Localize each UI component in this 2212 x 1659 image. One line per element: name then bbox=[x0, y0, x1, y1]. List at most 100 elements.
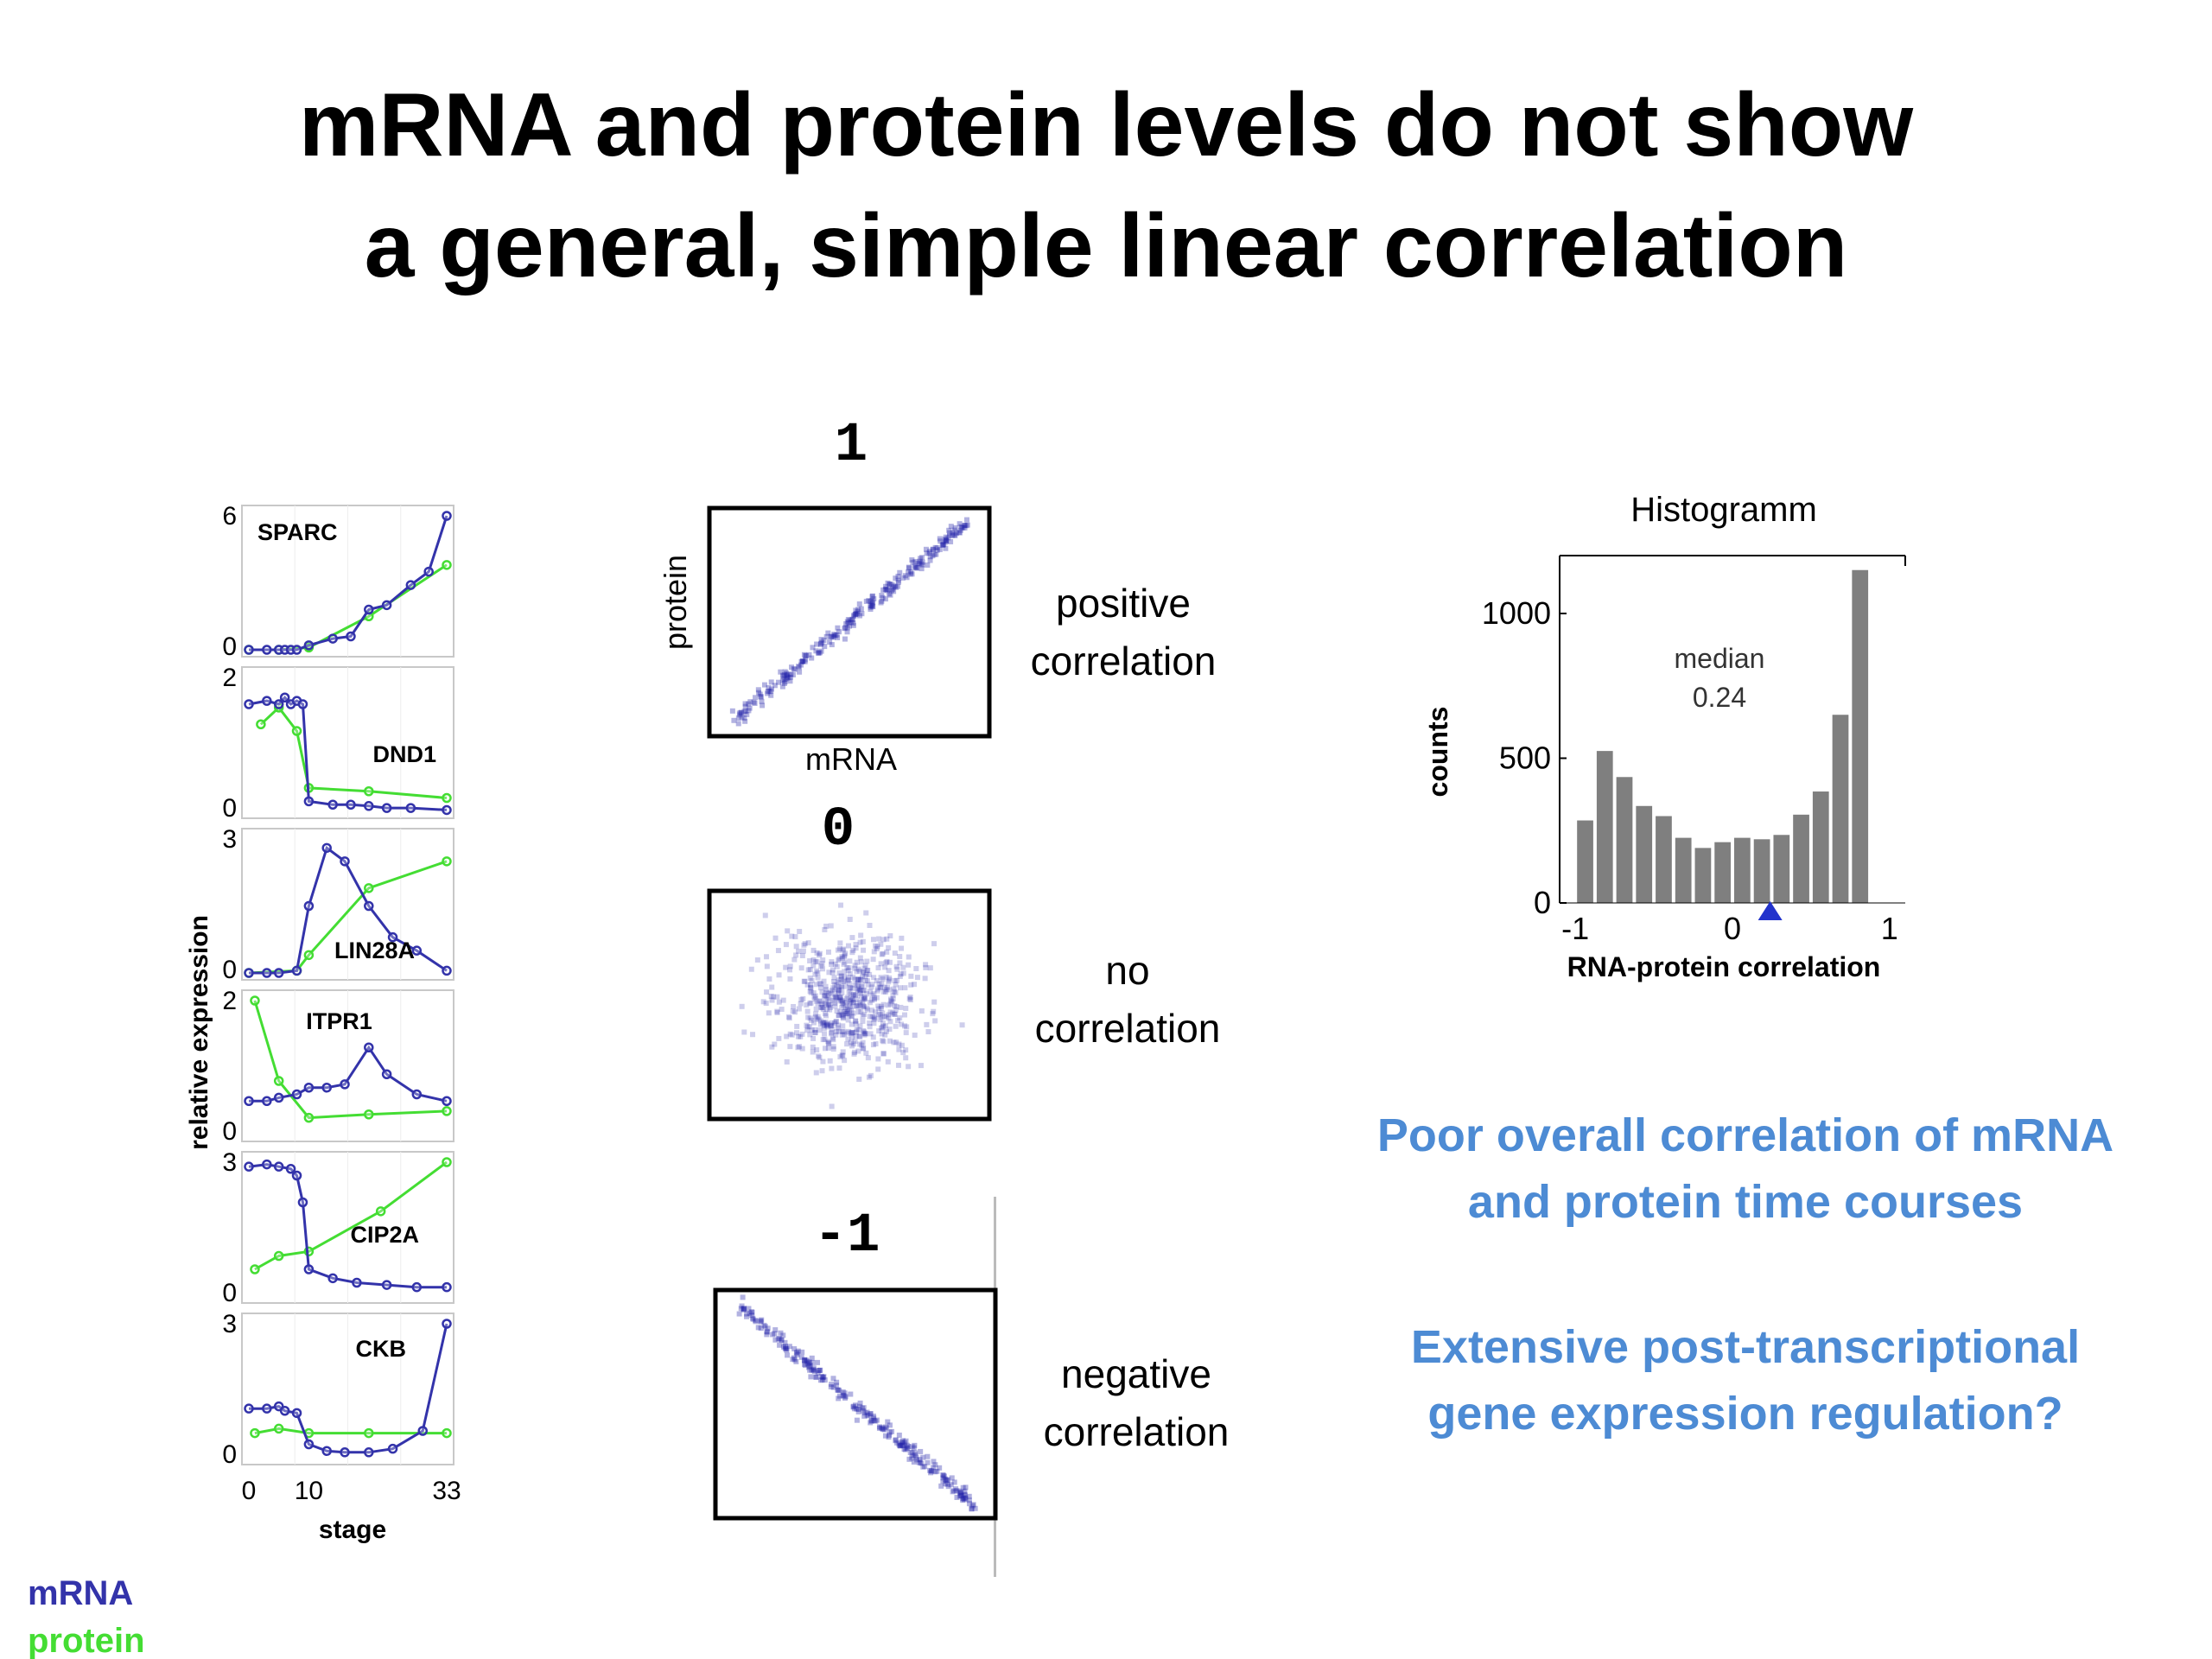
scatter-point bbox=[836, 1022, 842, 1028]
series-protein-point bbox=[442, 856, 452, 867]
scatter-point bbox=[928, 1470, 934, 1476]
scatter-point bbox=[886, 1012, 892, 1018]
scatter-point bbox=[799, 1031, 805, 1037]
scatter-point bbox=[825, 949, 831, 955]
scatter-point bbox=[931, 999, 938, 1005]
scatter-point bbox=[887, 1001, 893, 1007]
scatter-point bbox=[868, 1420, 874, 1426]
scatter-point bbox=[920, 1454, 926, 1460]
scatter-point bbox=[827, 1007, 833, 1013]
scatter-point bbox=[874, 945, 880, 951]
scatter-point bbox=[775, 679, 781, 685]
scatter-point bbox=[791, 957, 798, 963]
scatter-point bbox=[875, 1066, 881, 1072]
scatter-point bbox=[868, 984, 874, 990]
scatter-point bbox=[957, 1492, 963, 1498]
scatter-point bbox=[868, 1417, 874, 1423]
scatter-point bbox=[804, 1358, 810, 1364]
scatter-point bbox=[956, 1488, 962, 1494]
legend-protein: protein bbox=[28, 1622, 145, 1659]
scatter-point bbox=[845, 977, 851, 983]
scatter-point bbox=[896, 1432, 902, 1438]
series-protein-point bbox=[442, 1106, 452, 1116]
y-tick-max: 2 bbox=[222, 987, 237, 1015]
scatter-point bbox=[831, 632, 837, 638]
scatter-point bbox=[910, 1452, 916, 1459]
scatter-point bbox=[853, 992, 859, 998]
scatter-point bbox=[861, 1003, 868, 1009]
scatter-point bbox=[828, 1022, 834, 1028]
scatter-point bbox=[880, 1426, 886, 1432]
scatter-point bbox=[749, 1309, 755, 1315]
scatter-point bbox=[850, 1404, 856, 1410]
scatter-point bbox=[841, 1028, 847, 1034]
scatter-point bbox=[869, 1007, 875, 1014]
scatter-point bbox=[871, 996, 877, 1002]
scatter-point bbox=[847, 1003, 853, 1009]
scatter-point bbox=[957, 530, 963, 536]
y-tick-min: 0 bbox=[222, 794, 237, 823]
scatter-point bbox=[853, 610, 859, 616]
scatter-point bbox=[864, 1005, 870, 1011]
scatter-point bbox=[769, 997, 775, 1003]
scatter-point bbox=[874, 1417, 880, 1423]
scatter-point bbox=[958, 524, 964, 530]
scatter-point bbox=[960, 1495, 966, 1501]
scatter-point bbox=[836, 629, 842, 635]
scatter-point bbox=[840, 1052, 846, 1058]
scatter-point bbox=[957, 521, 963, 527]
scatter-point bbox=[783, 964, 789, 970]
scatter-point bbox=[798, 996, 804, 1002]
scatter-point bbox=[958, 1493, 964, 1499]
scatter-point bbox=[864, 1412, 870, 1418]
scatter-point bbox=[850, 1041, 856, 1047]
y-tick-max: 3 bbox=[222, 1148, 237, 1177]
scatter-point bbox=[783, 1345, 789, 1351]
scatter-point bbox=[885, 580, 891, 586]
scatter-point bbox=[919, 559, 925, 565]
scatter-point bbox=[834, 1379, 840, 1385]
scatter-point bbox=[923, 962, 929, 968]
scatter-point bbox=[893, 1023, 899, 1029]
scatter-point bbox=[779, 1007, 785, 1013]
scatter-point bbox=[879, 951, 885, 957]
scatter-point bbox=[838, 983, 844, 989]
scatter-point bbox=[892, 1011, 898, 1017]
scatter-point bbox=[836, 987, 842, 993]
series-mrna-point bbox=[364, 900, 374, 912]
scatter-point bbox=[870, 604, 876, 610]
series-mrna-point bbox=[291, 1089, 302, 1100]
scatter-point bbox=[842, 952, 848, 958]
series-mrna-point bbox=[244, 968, 254, 978]
scatter-point bbox=[959, 1022, 965, 1028]
histogram-bar bbox=[1852, 569, 1869, 903]
scatter-point bbox=[802, 978, 808, 984]
scatter-point bbox=[901, 1446, 907, 1452]
scatter-point bbox=[878, 1025, 884, 1031]
scatter-point bbox=[823, 993, 829, 999]
scatter-point bbox=[880, 1051, 887, 1057]
scatter-point bbox=[842, 625, 849, 631]
scatter-point bbox=[878, 975, 884, 981]
scatter-point bbox=[861, 1046, 867, 1052]
scatter-point bbox=[770, 1332, 776, 1338]
scatter-point bbox=[832, 961, 838, 967]
scatter-point bbox=[744, 1311, 750, 1317]
scatter-point bbox=[820, 957, 826, 963]
desc-none-line2: correlation bbox=[1034, 1006, 1221, 1051]
scatter-point bbox=[895, 577, 901, 583]
scatter-point bbox=[940, 542, 946, 548]
scatter-point bbox=[861, 1032, 868, 1038]
series-mrna-point bbox=[321, 1446, 332, 1456]
scatter-point bbox=[801, 978, 807, 984]
series-mrna-point bbox=[327, 799, 338, 810]
scatter-point bbox=[849, 617, 855, 623]
scatter-point bbox=[884, 1014, 890, 1020]
scatter-point bbox=[850, 1010, 856, 1016]
series-mrna-point bbox=[321, 1083, 332, 1093]
scatter-point bbox=[816, 1016, 822, 1022]
scatter-point bbox=[826, 1002, 832, 1008]
series-mrna-point bbox=[364, 1447, 374, 1458]
scatter-point bbox=[817, 1368, 823, 1374]
scatter-point bbox=[847, 998, 853, 1004]
